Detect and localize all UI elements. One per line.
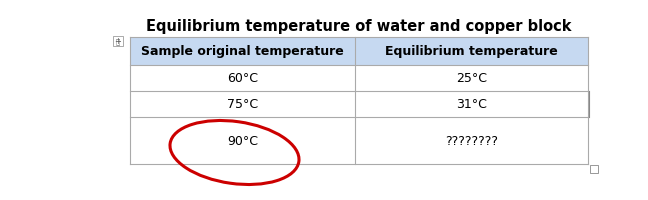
Text: 60°C: 60°C [227, 72, 258, 85]
Bar [590, 165, 598, 173]
Text: ????????: ???????? [445, 134, 498, 147]
Text: Equilibrium temperature: Equilibrium temperature [385, 45, 558, 58]
Text: 75°C: 75°C [227, 98, 258, 111]
Text: Sample original temperature: Sample original temperature [141, 45, 344, 58]
Text: Equilibrium temperature of water and copper block: Equilibrium temperature of water and cop… [146, 18, 572, 33]
Bar [113, 37, 123, 47]
Text: 90°C: 90°C [227, 134, 258, 147]
Text: ⭠: ⭠ [116, 39, 120, 45]
Text: 31°C: 31°C [456, 98, 487, 111]
Text: +: + [115, 37, 121, 46]
Bar [130, 38, 588, 66]
Text: 25°C: 25°C [456, 72, 487, 85]
